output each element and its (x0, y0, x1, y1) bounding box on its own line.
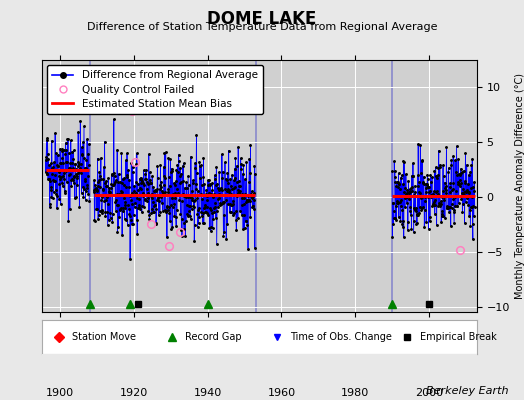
Text: Time of Obs. Change: Time of Obs. Change (290, 332, 392, 342)
Text: Station Move: Station Move (72, 332, 136, 342)
Text: DOME LAKE: DOME LAKE (208, 10, 316, 28)
Text: Berkeley Earth: Berkeley Earth (426, 386, 508, 396)
Text: Record Gap: Record Gap (185, 332, 242, 342)
Legend: Difference from Regional Average, Quality Control Failed, Estimated Station Mean: Difference from Regional Average, Qualit… (47, 65, 263, 114)
Y-axis label: Monthly Temperature Anomaly Difference (°C): Monthly Temperature Anomaly Difference (… (516, 73, 524, 299)
Text: Difference of Station Temperature Data from Regional Average: Difference of Station Temperature Data f… (87, 22, 437, 32)
Text: Empirical Break: Empirical Break (420, 332, 497, 342)
